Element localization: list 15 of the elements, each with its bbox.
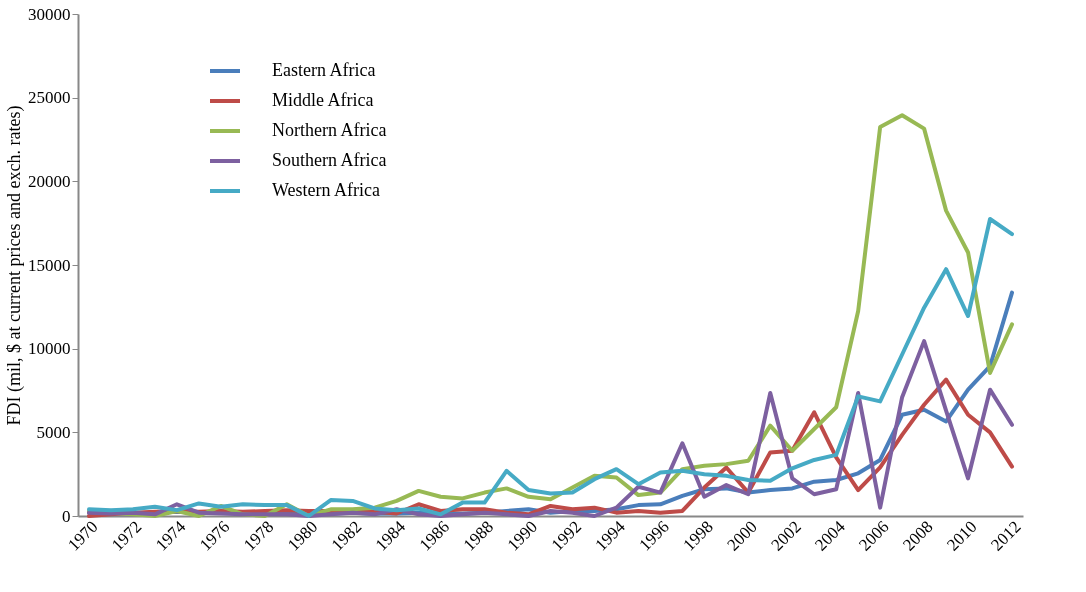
legend-label: Western Africa <box>272 180 381 200</box>
y-tick-label: 15000 <box>28 255 71 275</box>
y-tick-label: 25000 <box>28 88 71 108</box>
line-series <box>86 339 1015 518</box>
legend-label: Eastern Africa <box>272 60 376 80</box>
y-tick-label: 10000 <box>28 339 71 359</box>
legend-label: Southern Africa <box>272 150 387 170</box>
y-tick-label: 30000 <box>28 4 71 24</box>
legend-label: Northern Africa <box>272 120 387 140</box>
line-series <box>86 216 1015 518</box>
y-axis-title: FDI (mil, $ at current prices and exch. rates) <box>4 105 25 426</box>
y-tick-label: 20000 <box>28 171 71 191</box>
y-tick-label: 5000 <box>36 422 71 442</box>
y-tick-label: 0 <box>62 506 71 526</box>
legend-label: Middle Africa <box>272 90 374 110</box>
